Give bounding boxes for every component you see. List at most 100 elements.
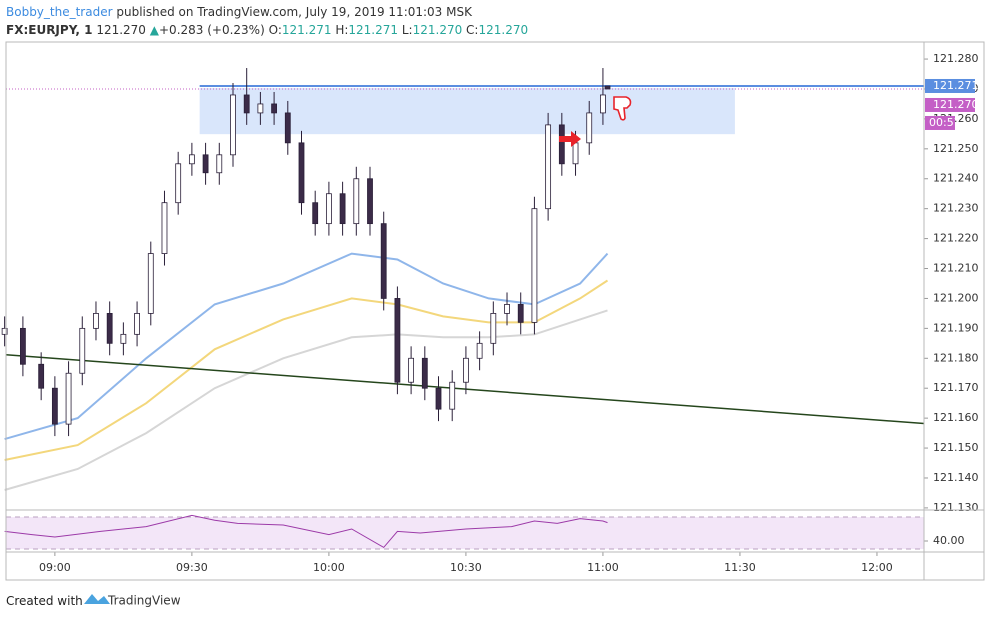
candle-body [449,381,456,410]
footer-text: Created with [6,594,83,608]
ohlc-label: H: [335,23,348,37]
x-tick-label: 09:00 [39,561,71,574]
candle-body [188,154,195,165]
candle-body [175,163,182,204]
candle-body [19,327,26,365]
x-tick-label: 10:30 [450,561,482,574]
price-label: 121.271 [933,79,979,92]
candle-body [216,154,223,174]
ohlc-value: 121.271 [282,23,332,37]
moving-average [4,309,608,491]
candle-body [202,154,209,174]
candle-body [79,327,86,374]
x-tick-label: 09:30 [176,561,208,574]
candle-body [51,387,58,425]
y-tick-label: 121.180 [933,351,979,364]
y-tick-label: 121.250 [933,142,979,155]
candle-body [106,313,113,344]
ohlc-label: C: [466,23,478,37]
candle-body [147,253,154,314]
moving-average [4,252,609,441]
y-tick-label: 121.240 [933,172,979,185]
candle-body [298,142,305,204]
ohlc-label: L: [402,23,413,37]
y-tick-label: 121.220 [933,232,979,245]
plot: 121.130 121.140 121.150 121.160 121.170 121.1… [1,52,979,574]
y-tick-label: 121.140 [933,471,979,484]
candle-body [600,94,606,114]
candle-body [230,94,236,156]
price-label-box [925,78,975,93]
logo [84,594,110,604]
candle-body [558,124,565,165]
rsi-line [4,514,608,549]
published: published on TradingView.com, July 19, 2… [116,5,473,19]
candle-body [531,208,538,323]
candle-body [161,202,168,254]
y-tick-label: 121.150 [933,441,979,454]
ohlc-value: 121.270 [413,23,463,37]
candle-body [367,178,373,225]
y-tick-label: 121.190 [933,321,979,334]
trendline [5,353,925,425]
candle-body [504,304,510,314]
ohlc-value: 121.271 [348,23,398,37]
candle-body [353,178,360,225]
rsi-tick-label: 40.00 [933,534,965,547]
ohlc-value: 121.270 [478,23,528,37]
frame [5,41,985,581]
price-label-box [925,97,975,112]
candle-body [284,112,291,144]
y-tick-label: 121.160 [933,411,979,424]
countdown-box [925,115,955,130]
candle-body [490,313,497,344]
x-tick-label: 12:00 [861,561,893,574]
candle-body [380,223,387,299]
candle-body [545,124,552,210]
candle-body [339,193,346,225]
x-tick-label: 11:30 [724,561,756,574]
candle-body [243,94,250,114]
symbol: FX:EURJPY, 1 [6,23,92,37]
moving-average [4,279,609,461]
candle-body [38,363,45,389]
header-line-2: FX:EURJPY, 1 121.270 ▲+0.283 (+0.23%) O:… [6,23,528,37]
ohlc-label: O: [269,23,282,37]
y-tick-label: 121.200 [933,291,979,304]
candle-body [421,357,428,389]
y-tick-label: 121.130 [933,501,979,514]
candle-body [65,372,72,425]
candle-body [120,333,127,344]
y-tick-label: 121.210 [933,262,979,275]
arrow: ▲ [150,23,160,37]
candle-body [604,85,611,90]
candle-body [312,202,319,225]
author: Bobby_the_trader [6,5,113,19]
y-tick-label: 121.280 [933,52,979,65]
candle-body [325,193,332,225]
countdown: 00:57 [929,116,961,129]
candle-body [586,112,593,144]
candle-body [271,103,277,114]
candle-body [394,298,401,383]
thumbs-down-icon [613,96,632,121]
x-tick-label: 10:00 [313,561,345,574]
header-line-1: Bobby_the_trader published on TradingVie… [6,5,473,19]
zone [199,88,735,135]
candle-body [1,327,8,335]
candle-body [463,357,469,383]
candle-body [408,357,415,383]
footer-brand: TradingView [107,594,181,608]
footer: Created with [6,594,83,608]
candle-body [435,387,442,410]
y-tick-label: 121.170 [933,381,979,394]
candle-body [257,103,264,114]
rsi-band [6,517,924,549]
y-tick-label: 121.230 [933,202,979,215]
price-label: 121.270 [933,98,979,111]
candle-body [476,342,483,359]
last: 121.270 [96,23,146,37]
candle-body [572,142,579,165]
candle-body [517,304,524,323]
